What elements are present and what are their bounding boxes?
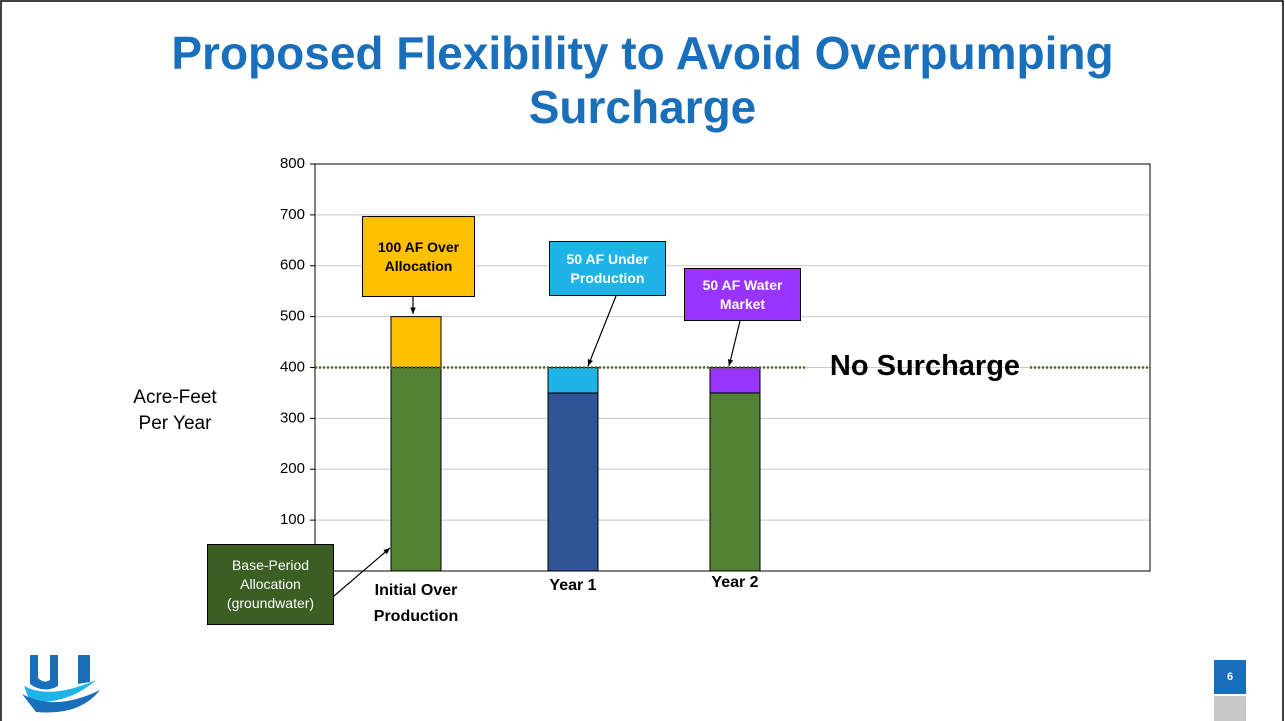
y-tick-label: 400 <box>280 358 305 375</box>
bar-segment <box>547 392 599 572</box>
x-tick-label: Year 1 <box>549 577 597 594</box>
x-tick-label: Year 2 <box>711 574 759 591</box>
y-axis-label: Acre-Feet Per Year <box>133 387 217 434</box>
callout-arrowhead <box>383 548 390 555</box>
y-tick-label: 300 <box>280 409 305 426</box>
callout: 100 AF Over Allocation <box>362 216 475 297</box>
y-tick-label: 600 <box>280 257 305 274</box>
y-tick-label: 500 <box>280 308 305 325</box>
slide-title: Proposed Flexibility to Avoid Overpumpin… <box>171 27 1114 133</box>
logo <box>22 655 100 713</box>
callout-arrow <box>728 320 741 367</box>
bar-segment <box>390 316 442 368</box>
reference-label: No Surcharge <box>830 350 1020 382</box>
y-tick-label: 100 <box>280 511 305 528</box>
bar-segment <box>390 367 442 572</box>
y-tick-label: 200 <box>280 460 305 477</box>
callout-arrow <box>333 547 391 597</box>
bar-segment <box>709 367 761 394</box>
callout: 50 AF Water Market <box>684 268 801 321</box>
page-footer-bar <box>1214 696 1246 721</box>
callout: Base-Period Allocation (groundwater) <box>207 544 334 625</box>
callout-arrow <box>587 295 617 367</box>
y-tick-label: 700 <box>280 206 305 223</box>
bar-segment <box>547 367 599 394</box>
page-number: 6 <box>1214 660 1246 694</box>
x-tick-label: Initial Over Production <box>373 582 459 625</box>
bar-segment <box>709 392 761 572</box>
callout: 50 AF Under Production <box>549 241 666 296</box>
callout-arrowhead <box>587 359 593 366</box>
y-tick-label: 800 <box>280 155 305 172</box>
callout-arrowhead <box>727 359 734 366</box>
callout-arrowhead <box>410 307 416 314</box>
